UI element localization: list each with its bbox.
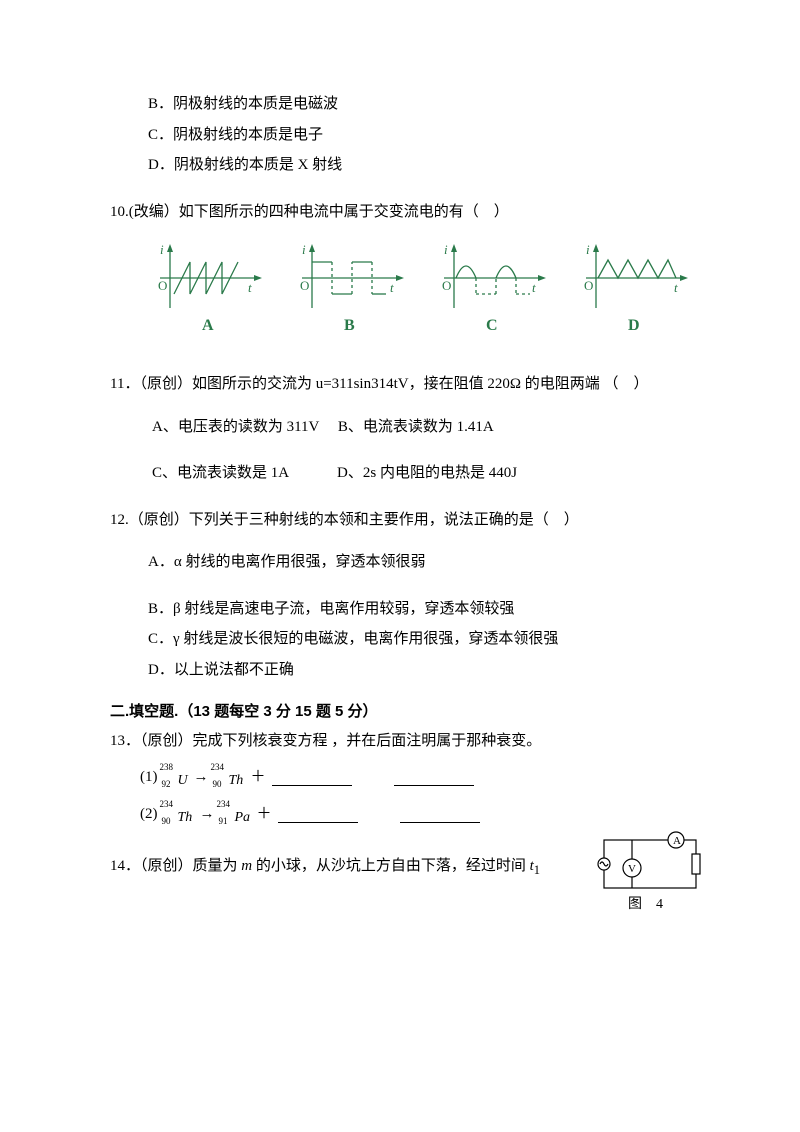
q11-option-b: B、电流表读数为 1.41A [338,419,494,435]
blank-1a[interactable] [272,769,352,787]
circuit-figure: A V 图 4 [590,826,710,923]
axis-t: t [532,280,536,295]
blank-2b[interactable] [400,805,480,823]
q12-option-a: A．α 射线的电离作用很强，穿透本领很弱 [110,548,700,577]
chart-label-d: D [628,317,640,334]
plus-1: ＋ [251,763,266,792]
circuit-svg: A V 图 4 [590,826,710,912]
eq1-prefix: (1) [140,763,158,792]
q11-option-a: A、电压表的读数为 311V [152,419,319,435]
axis-t: t [390,280,394,295]
q12-option-d: D．以上说法都不正确 [110,656,700,685]
isotope-u238: 238 92 U [164,763,188,791]
q10-stem: 10.(改编）如下图所示的四种电流中属于交变流电的有（ ） [110,198,700,227]
q11-option-d: D、2s 内电阻的电热是 440J [337,465,517,481]
blank-2a[interactable] [278,805,358,823]
q12-option-c: C．γ 射线是波长很短的电磁波，电离作用很强，穿透本领很强 [110,625,700,654]
axis-o: O [584,278,593,293]
q10-chart-c: i O t C [424,238,556,338]
q12-option-b: B．β 射线是高速电子流，电离作用较弱，穿透本领较强 [110,595,700,624]
ammeter-label: A [673,835,681,847]
q11-row2: C、电流表读数是 1A D、2s 内电阻的电热是 440J [110,459,700,488]
axis-o: O [158,278,167,293]
q11-row1: A、电压表的读数为 311V B、电流表读数为 1.41A [110,413,700,442]
isotope-th234: 234 90 Th [215,763,245,791]
q11-stem: 11．（原创）如图所示的交流为 u=311sin314tV，接在阻值 220Ω … [110,370,700,399]
q10-charts-row: i O t A i O t B [140,238,700,338]
axis-i: i [160,242,164,257]
arrow-icon: → [194,763,209,792]
q10-chart-a: i O t A [140,238,272,338]
q13-eq2: (2) 234 90 Th → 234 91 Pa ＋ [110,800,700,829]
axis-t: t [674,280,678,295]
q13-eq1: (1) 238 92 U → 234 90 Th ＋ [110,763,700,792]
isotope-th234b: 234 90 Th [164,800,194,828]
eq2-prefix: (2) [140,800,158,829]
q13-stem: 13．（原创）完成下列核衰变方程 ，并在后面注明属于那种衰变。 [110,727,700,756]
axis-i: i [444,242,448,257]
chart-label-a: A [202,317,214,334]
q10-chart-d: i O t D [566,238,698,338]
page: B．阴极射线的本质是电磁波 C．阴极射线的本质是电子 D．阴极射线的本质是 X … [0,0,800,1132]
q9-option-d: D．阴极射线的本质是 X 射线 [110,151,700,180]
circuit-caption: 图 4 [628,897,663,912]
voltmeter-label: V [628,863,636,875]
chart-label-c: C [486,317,498,334]
axis-t: t [248,280,252,295]
q9-option-b: B．阴极射线的本质是电磁波 [110,90,700,119]
axis-o: O [300,278,309,293]
blank-1b[interactable] [394,769,474,787]
axis-o: O [442,278,451,293]
q10-chart-b: i O t B [282,238,414,338]
plus-2: ＋ [257,800,272,829]
isotope-pa234: 234 91 Pa [221,800,251,828]
q11-option-c: C、电流表读数是 1A [152,465,288,481]
axis-i: i [586,242,590,257]
section2-title: 二.填空题.（13 题每空 3 分 15 题 5 分） [110,698,700,727]
axis-i: i [302,242,306,257]
arrow-icon: → [200,800,215,829]
q9-option-c: C．阴极射线的本质是电子 [110,121,700,150]
chart-label-b: B [344,317,355,334]
q12-stem: 12.（原创）下列关于三种射线的本领和主要作用，说法正确的是（ ） [110,506,700,535]
